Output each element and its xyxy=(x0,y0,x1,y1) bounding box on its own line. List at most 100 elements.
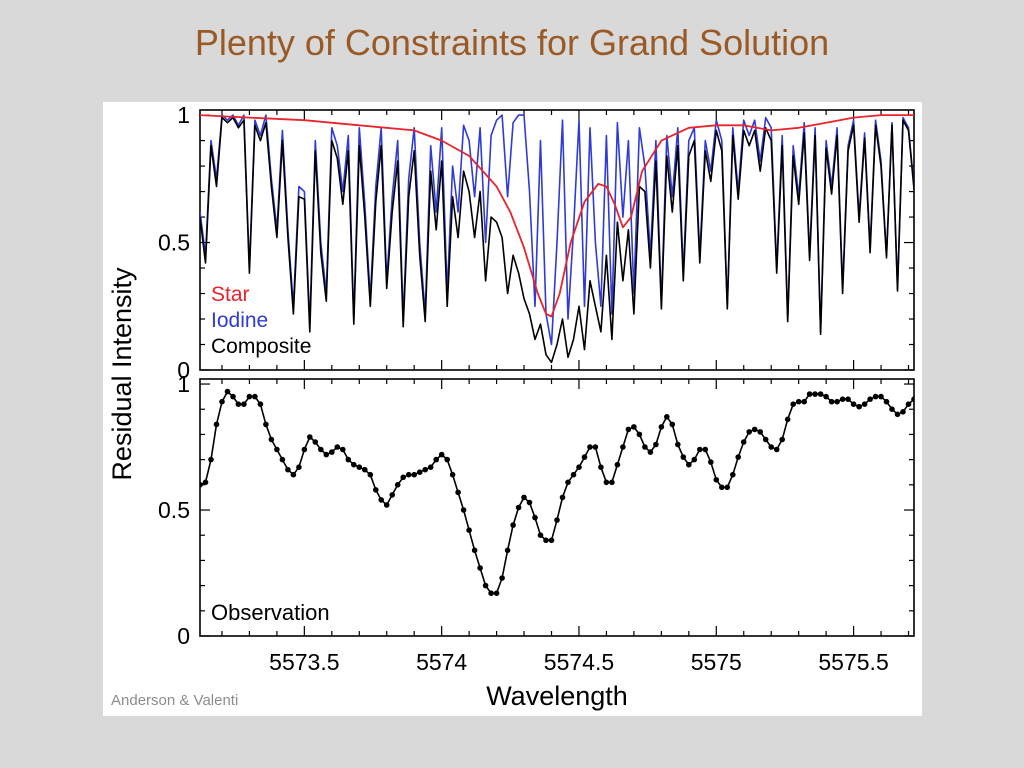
x-tick-label: 5573.5 xyxy=(269,649,339,675)
x-tick-label: 5575 xyxy=(691,649,742,675)
observation-point xyxy=(576,464,582,471)
observation-point xyxy=(329,449,335,455)
observation-point xyxy=(274,446,280,453)
observation-point xyxy=(735,454,741,460)
figure-panel: 0 0.5 1 Star Iodine Composite 5573.5 5574 55… xyxy=(103,102,922,716)
observation-point xyxy=(504,547,511,554)
observation-point xyxy=(768,444,774,450)
observation-point xyxy=(823,393,829,400)
observation-point xyxy=(784,416,791,423)
observation-point xyxy=(323,451,330,458)
observation-point xyxy=(405,471,412,478)
observation-point xyxy=(658,424,665,430)
observation-point xyxy=(828,398,835,405)
bottom-y-tick-label: 1 xyxy=(177,371,190,397)
observation-point xyxy=(466,527,472,533)
observation-point xyxy=(230,393,236,400)
observation-point xyxy=(510,522,516,528)
observation-point xyxy=(362,466,368,473)
observation-point xyxy=(301,446,308,453)
composite-spectrum-line xyxy=(200,116,914,364)
observation-point xyxy=(806,391,813,397)
observation-point xyxy=(581,454,588,460)
top-plot-frame xyxy=(199,109,915,371)
observation-point xyxy=(493,590,500,596)
observation-point xyxy=(834,398,840,405)
observation-point xyxy=(345,456,352,463)
observation-point xyxy=(713,477,720,483)
observation-point xyxy=(532,514,538,521)
observation-point xyxy=(812,391,818,397)
bottom-plot-frame xyxy=(199,378,915,637)
observation-point xyxy=(762,436,769,443)
observation-point xyxy=(378,497,385,503)
observation-point xyxy=(642,444,648,450)
observation-point xyxy=(389,492,396,498)
observation-point xyxy=(427,464,434,471)
observation-point xyxy=(554,517,560,523)
observation-point xyxy=(444,456,451,463)
observation-point xyxy=(235,401,242,408)
y-axis-label: Residual Intensity xyxy=(107,267,137,481)
observation-point xyxy=(889,406,895,413)
observation-point xyxy=(334,444,341,450)
observation-point xyxy=(697,446,703,453)
observation-point xyxy=(872,393,879,400)
observation-point xyxy=(647,449,654,455)
observation-point xyxy=(537,532,544,538)
observation-panel: 5573.5 5574 5574.5 5575 5575.5 0 0.5 1 Observat… xyxy=(158,371,915,675)
observation-point xyxy=(257,401,264,408)
observation-point xyxy=(416,469,423,476)
observation-point xyxy=(779,436,785,443)
observation-point xyxy=(460,507,467,513)
observation-point xyxy=(856,403,862,410)
observation-point xyxy=(801,398,807,405)
observation-point xyxy=(587,444,593,450)
observation-point xyxy=(664,414,670,420)
observation-point xyxy=(614,461,621,468)
observation-point xyxy=(213,421,220,428)
observation-point xyxy=(559,494,566,501)
observation-point xyxy=(548,537,555,544)
observation-point xyxy=(252,393,258,400)
observation-point xyxy=(219,398,225,405)
observation-point xyxy=(653,441,659,448)
observation-point xyxy=(499,575,505,581)
observation-point xyxy=(751,426,758,433)
legend-composite: Composite xyxy=(211,335,311,358)
observation-point xyxy=(263,421,269,428)
observation-point xyxy=(241,401,247,408)
observation-point xyxy=(482,582,489,589)
observation-point xyxy=(290,471,297,478)
bottom-y-tick-label: 0 xyxy=(177,623,190,649)
x-tick-label: 5574.5 xyxy=(544,649,614,675)
observation-point xyxy=(200,482,203,488)
observation-point xyxy=(592,444,599,450)
composite-spectrum-panel: 0 0.5 1 Star Iodine Composite xyxy=(158,102,915,383)
observation-point xyxy=(900,409,906,415)
observation-point xyxy=(477,565,483,571)
observation-point xyxy=(570,471,577,478)
observation-point xyxy=(312,439,319,445)
observation-point xyxy=(691,456,698,463)
observation-point xyxy=(279,456,286,463)
star-spectrum-line xyxy=(200,114,914,318)
observation-point xyxy=(383,502,390,508)
observation-point xyxy=(631,424,637,430)
bottom-y-tick-label: 0.5 xyxy=(158,497,190,523)
observation-point xyxy=(911,396,914,402)
observation-point xyxy=(307,434,313,440)
observation-point xyxy=(438,451,445,458)
observation-point xyxy=(839,396,846,403)
top-y-tick-label: 0 xyxy=(177,357,190,383)
observation-point xyxy=(340,446,346,453)
observation-point xyxy=(773,446,780,453)
observation-point xyxy=(845,396,851,403)
observation-point xyxy=(471,547,478,554)
observation-point xyxy=(708,459,714,465)
observation-point xyxy=(400,474,407,481)
observation-point xyxy=(746,429,752,435)
observation-point xyxy=(817,391,824,397)
x-tick-label: 5574 xyxy=(416,649,467,675)
top-y-tick-label: 1 xyxy=(177,102,190,128)
